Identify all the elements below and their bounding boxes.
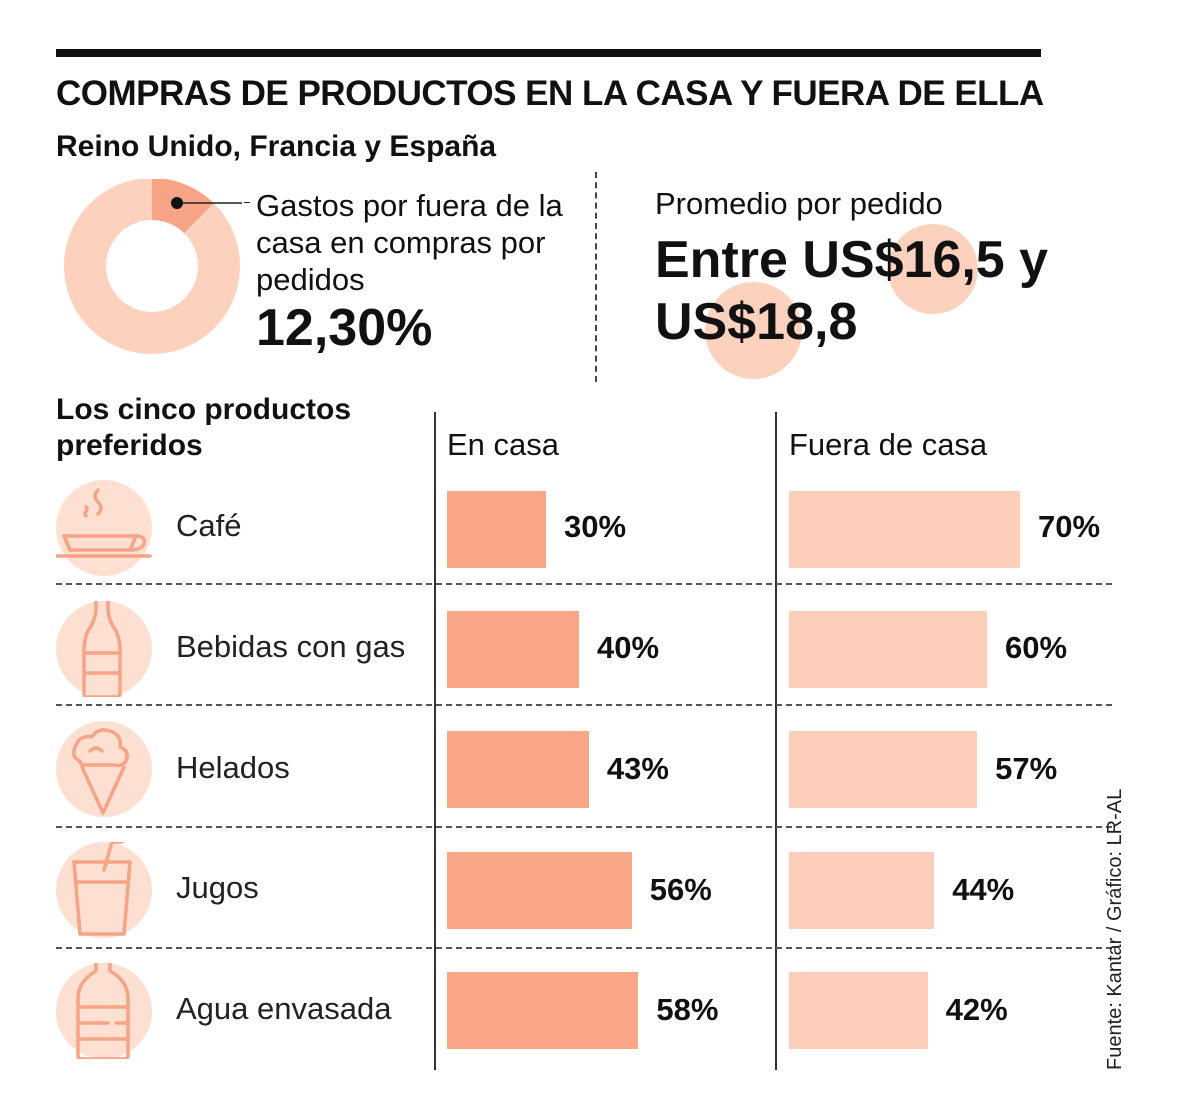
bar-fuera-de-casa [789,972,928,1049]
ice-cream-icon [56,721,152,817]
promedio-bubble-1 [888,224,978,314]
bar-en-casa [447,972,639,1049]
bar-en-casa [447,731,589,808]
top-rule [56,49,1041,57]
product-label: Helados [176,750,290,785]
coffee-cup-icon [56,480,152,576]
product-label: Bebidas con gas [176,629,406,664]
section-title: Los cinco productos preferidos [56,393,352,462]
bar-fuera-de-casa [789,491,1020,568]
gastos-label: Gastos por fuera de la casa en compras p… [256,188,563,297]
bar-fuera-de-casa [789,852,935,929]
column-header-en-casa: En casa [447,427,560,462]
product-label: Agua envasada [176,991,392,1026]
chart-subtitle: Reino Unido, Francia y España [56,130,497,163]
promedio-bubble-2 [705,282,802,379]
bar-en-casa [447,852,632,929]
value-label-fuera-de-casa: 70% [1038,509,1101,544]
chart-title: COMPRAS DE PRODUCTOS EN LA CASA Y FUERA … [56,74,1044,113]
bar-fuera-de-casa [789,611,987,688]
product-label: Café [176,508,242,543]
promedio-value: Entre US$16,5 y US$18,8 [655,231,1049,351]
source-credit: Fuente: Kantar / Gráfico: LR-AL [1104,788,1126,1070]
value-label-en-casa: 56% [649,872,712,907]
value-label-en-casa: 40% [597,630,660,665]
product-label: Jugos [176,870,259,905]
promedio-label: Promedio por pedido [655,186,943,221]
donut-slice-gastos [152,179,214,234]
value-label-fuera-de-casa: 57% [995,751,1058,786]
row-divider [56,826,1112,828]
water-bottle-icon [56,963,152,1059]
value-label-en-casa: 58% [656,992,719,1027]
column-divider-1 [434,412,436,1070]
donut-leader-line-ext [244,202,250,203]
column-header-fuera-de-casa: Fuera de casa [789,427,988,462]
value-label-fuera-de-casa: 60% [1005,630,1068,665]
soda-bottle-icon [56,601,152,697]
gastos-value: 12,30% [256,299,433,357]
value-label-fuera-de-casa: 42% [945,992,1008,1027]
bar-en-casa [447,491,546,568]
bar-fuera-de-casa [789,731,978,808]
row-divider [56,704,1112,706]
value-label-en-casa: 30% [564,509,627,544]
row-divider [56,947,1112,949]
value-label-en-casa: 43% [606,751,669,786]
value-label-fuera-de-casa: 44% [952,872,1015,907]
donut-leader-dot [171,197,183,209]
header-divider [595,172,597,382]
juice-glass-icon [56,842,152,938]
row-divider [56,583,1112,585]
column-divider-2 [775,412,777,1070]
gastos-donut [64,179,242,354]
bar-en-casa [447,611,579,688]
